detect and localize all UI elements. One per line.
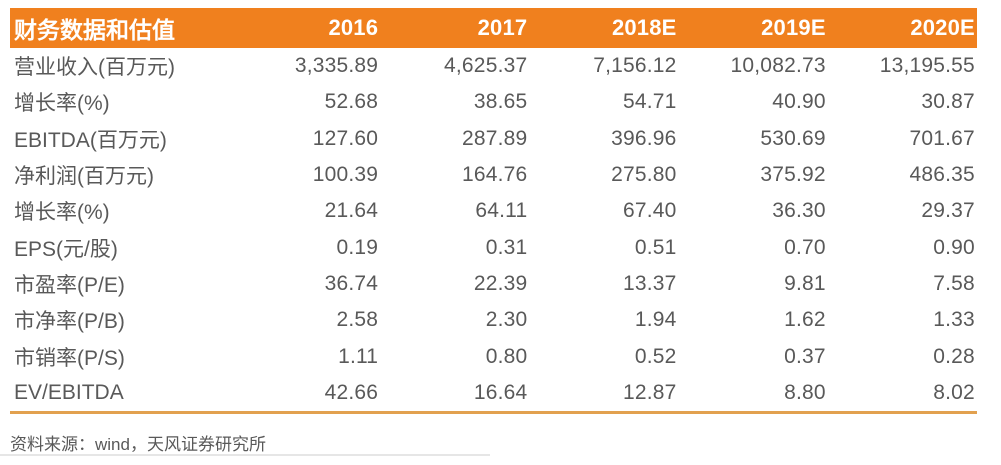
row-value: 0.51 [634,235,677,259]
row-value: 1.33 [933,308,975,332]
row-value: 30.87 [921,90,975,114]
table-row: 市盈率(P/E) 36.74 22.39 13.37 9.81 7.58 [10,266,977,302]
row-label: 市盈率(P/E) [14,273,125,297]
row-value: 13,195.55 [879,54,975,78]
row-label: EPS(元/股) [14,237,118,261]
row-value: 36.74 [324,271,379,295]
row-value: 12.87 [623,380,677,404]
year-header: 2017 [477,15,528,40]
row-label: EV/EBITDA [14,380,124,404]
row-value: 0.31 [485,235,528,259]
row-label: 营业收入(百万元) [14,56,175,80]
table-header-row: 财务数据和估值 2016 2017 2018E 2019E 2020E [10,8,977,48]
financial-table: 财务数据和估值 2016 2017 2018E 2019E 2020E 营业收入(百万元… [10,8,977,414]
table-bottom-border [10,410,977,414]
row-value: 9.81 [784,271,826,295]
bottom-faint-divider [0,454,490,456]
row-value: 36.30 [772,199,826,223]
table-title: 财务数据和估值 [14,17,175,43]
row-value: 0.80 [485,344,528,368]
row-value: 1.94 [634,308,677,332]
row-value: 3,335.89 [294,54,379,78]
table-row: 市销率(P/S) 1.11 0.80 0.52 0.37 0.28 [10,338,977,374]
row-value: 0.52 [634,344,677,368]
row-value: 8.02 [933,380,975,404]
row-value: 64.11 [475,199,528,223]
row-label: 市销率(P/S) [14,346,125,370]
table-row: 净利润(百万元) 100.39 164.76 275.80 375.92 486.35 [10,157,977,193]
table-row: EV/EBITDA 42.66 16.64 12.87 8.80 8.02 [10,375,977,411]
row-value: 29.37 [921,199,975,223]
table-body: 营业收入(百万元) 3,335.89 4,625.37 7,156.12 10,082.… [10,48,977,411]
row-value: 2.58 [336,308,379,332]
row-value: 486.35 [909,163,975,187]
row-value: 375.92 [760,163,826,187]
row-value: 275.80 [611,163,677,187]
row-value: 0.19 [336,235,379,259]
row-value: 21.64 [324,199,379,223]
row-value: 7,156.12 [593,54,677,78]
table-row: 增长率(%) 21.64 64.11 67.40 36.30 29.37 [10,193,977,229]
row-value: 0.70 [784,235,826,259]
row-label: 净利润(百万元) [14,165,154,189]
row-value: 10,082.73 [730,54,826,78]
table-row: 营业收入(百万元) 3,335.89 4,625.37 7,156.12 10,082.… [10,48,977,84]
row-value: 13.37 [623,271,677,295]
row-value: 7.58 [933,271,975,295]
row-value: 67.40 [623,199,677,223]
row-value: 54.71 [623,90,677,114]
year-header: 2018E [611,15,677,40]
row-value: 42.66 [324,380,379,404]
row-label: 增长率(%) [14,92,110,116]
row-label: 增长率(%) [14,201,110,225]
row-value: 396.96 [611,126,677,150]
row-value: 1.62 [784,308,826,332]
row-value: 530.69 [760,126,826,150]
row-value: 0.90 [933,235,975,259]
row-value: 38.65 [473,90,528,114]
row-value: 0.28 [933,344,975,368]
row-value: 100.39 [312,163,379,187]
row-value: 8.80 [784,380,826,404]
year-header: 2019E [761,15,826,40]
row-label: 市净率(P/B) [14,310,125,334]
row-value: 164.76 [461,163,528,187]
row-value: 16.64 [473,380,528,404]
row-value: 701.67 [909,126,975,150]
row-value: 287.89 [461,126,528,150]
row-value: 0.37 [784,344,826,368]
row-value: 4,625.37 [444,54,528,78]
source-note: 资料来源：wind，天风证券研究所 [10,435,266,454]
table-row: EPS(元/股) 0.19 0.31 0.51 0.70 0.90 [10,229,977,265]
row-value: 127.60 [312,126,379,150]
year-header: 2020E [910,15,975,40]
row-value: 2.30 [485,308,528,332]
row-value: 52.68 [324,90,379,114]
row-value: 40.90 [772,90,826,114]
row-value: 22.39 [473,271,528,295]
table-row: 市净率(P/B) 2.58 2.30 1.94 1.62 1.33 [10,302,977,338]
row-label: EBITDA(百万元) [14,128,167,152]
table-row: 增长率(%) 52.68 38.65 54.71 40.90 30.87 [10,84,977,120]
row-value: 1.11 [338,344,379,368]
year-header: 2016 [328,15,379,40]
table-row: EBITDA(百万元) 127.60 287.89 396.96 530.69 701.6… [10,121,977,157]
